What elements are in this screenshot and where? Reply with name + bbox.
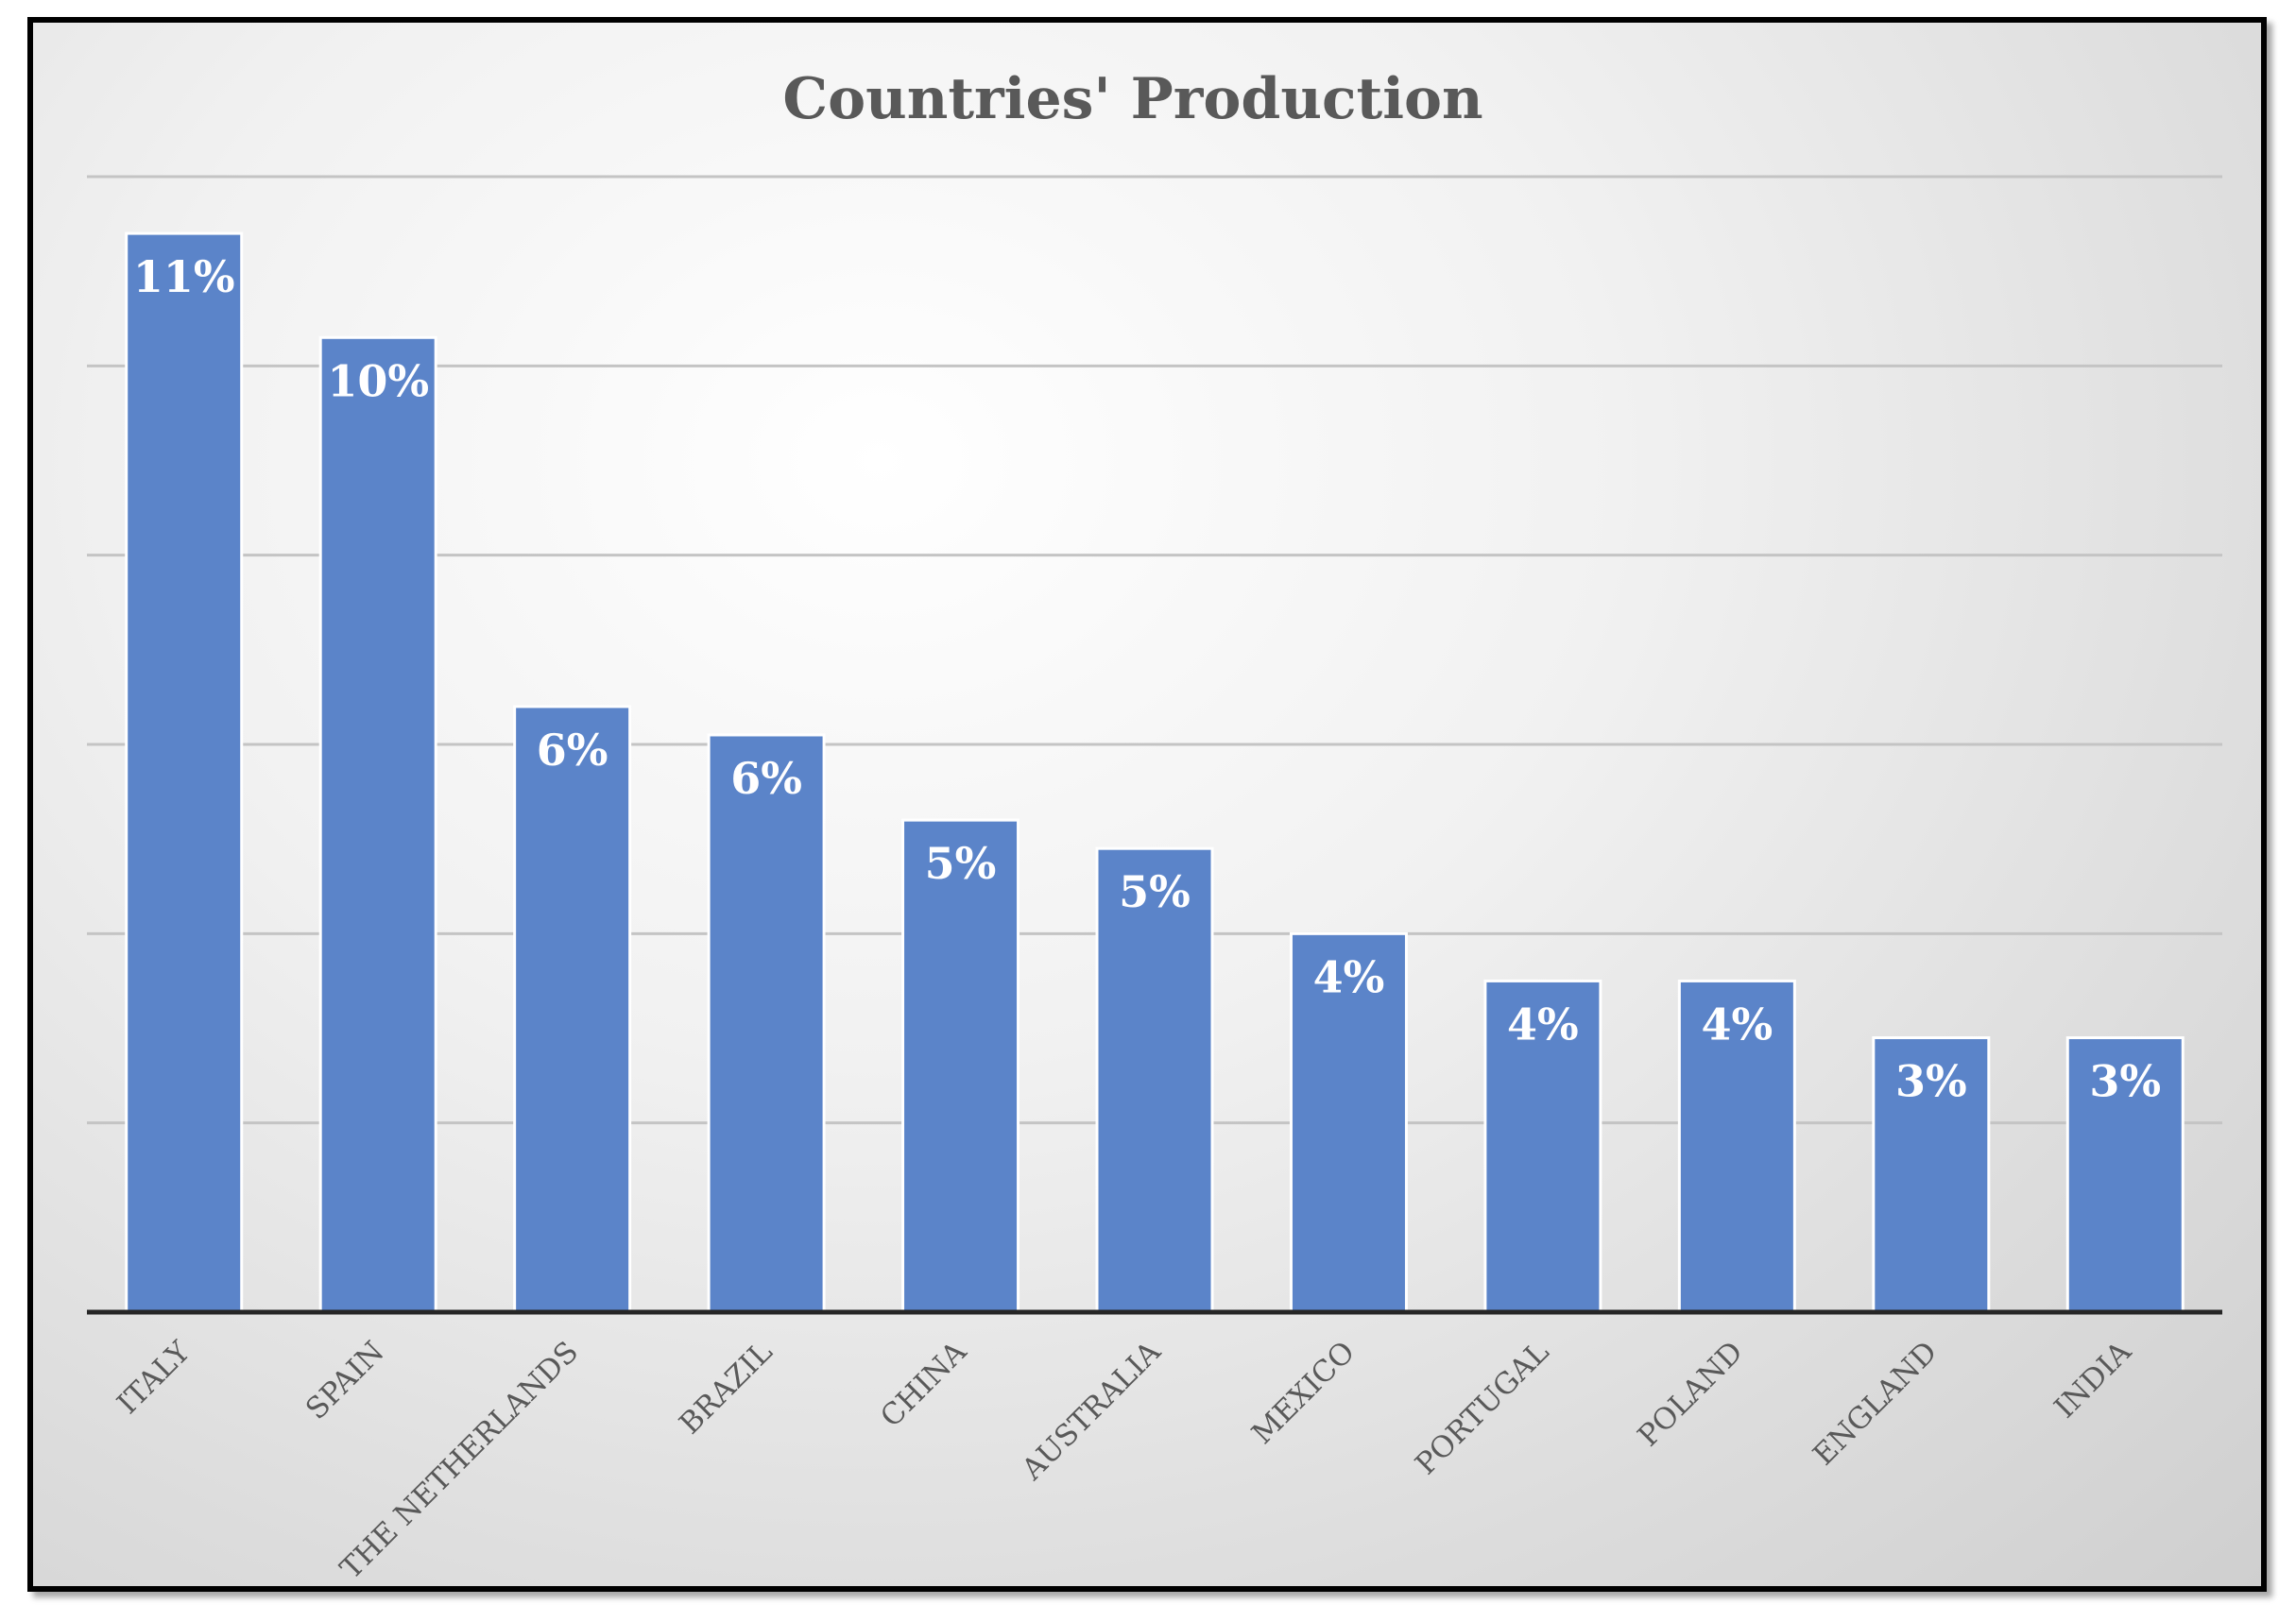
bar-poland bbox=[1677, 979, 1796, 1314]
x-tick-label: POLAND bbox=[1632, 1335, 1750, 1453]
x-tick-label: SPAIN bbox=[300, 1335, 391, 1426]
data-label: 3% bbox=[2089, 1056, 2161, 1107]
bar-india bbox=[2065, 1036, 2185, 1314]
data-labels: 11% 10% 6% 6% 5% 5% 4% 4% 4% 3% 3% bbox=[133, 251, 2161, 1106]
data-label: 4% bbox=[1313, 951, 1385, 1002]
gridlines bbox=[87, 175, 2222, 1125]
bar-australia bbox=[1095, 846, 1214, 1314]
data-label: 3% bbox=[1895, 1056, 1967, 1107]
chart-title: Countries' Production bbox=[782, 66, 1482, 132]
bar-spain bbox=[318, 335, 437, 1314]
bar-mexico bbox=[1289, 931, 1408, 1314]
data-label: 6% bbox=[730, 753, 802, 804]
x-tick-label: CHINA bbox=[874, 1335, 973, 1434]
x-tick-label: ENGLAND bbox=[1807, 1335, 1944, 1472]
x-tick-label: ITALY bbox=[111, 1335, 197, 1421]
bar-the-netherlands bbox=[513, 705, 632, 1314]
data-label: 11% bbox=[133, 251, 235, 302]
bars bbox=[125, 231, 2185, 1314]
data-label: 5% bbox=[1119, 866, 1191, 917]
bar-china bbox=[901, 818, 1020, 1314]
x-tick-label: PORTUGAL bbox=[1409, 1335, 1555, 1481]
bar-portugal bbox=[1483, 979, 1602, 1314]
x-tick-label: INDIA bbox=[2048, 1335, 2138, 1426]
x-tick-label: AUSTRALIA bbox=[1015, 1335, 1168, 1488]
bar-brazil bbox=[707, 733, 826, 1314]
data-label: 10% bbox=[327, 355, 429, 406]
data-label: 6% bbox=[537, 725, 608, 776]
bar-england bbox=[1872, 1036, 1991, 1314]
data-label: 4% bbox=[1507, 999, 1579, 1050]
x-tick-label: BRAZIL bbox=[673, 1335, 779, 1441]
bar-italy bbox=[125, 231, 244, 1314]
data-label: 4% bbox=[1702, 999, 1773, 1050]
x-tick-label: MEXICO bbox=[1245, 1335, 1362, 1451]
data-label: 5% bbox=[925, 838, 997, 889]
